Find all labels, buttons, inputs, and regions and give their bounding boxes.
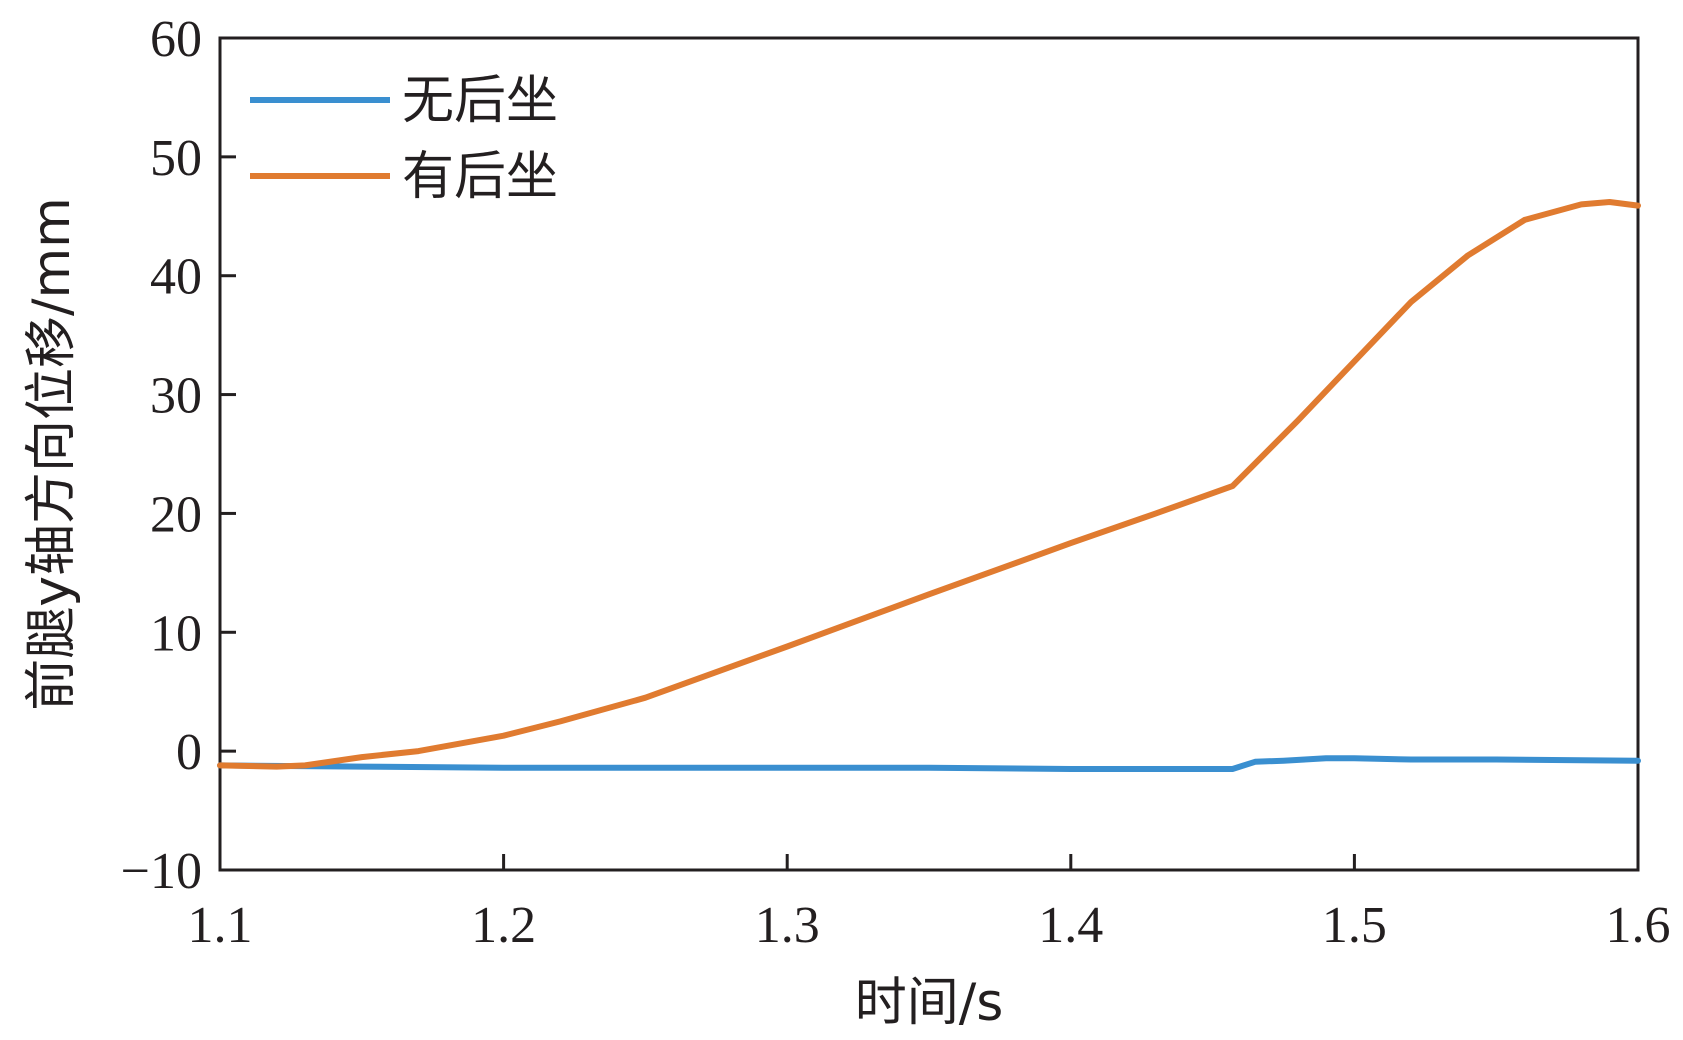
x-tick-label: 1.1 — [188, 897, 253, 954]
series-line-0 — [217, 755, 1641, 772]
y-tick-label: 50 — [150, 130, 202, 187]
y-tick-label: 20 — [150, 486, 202, 543]
plot-frame — [218, 36, 1640, 872]
x-tick-label: 1.3 — [755, 897, 820, 954]
y-axis-label: 前腿y轴方向位移/mm — [22, 197, 82, 711]
legend-label-1: 有后坐 — [402, 147, 558, 207]
y-tick-label: −10 — [121, 843, 202, 900]
legend-label-0: 无后坐 — [402, 71, 558, 131]
x-tick-label: 1.6 — [1606, 897, 1671, 954]
x-tick-label: 1.5 — [1322, 897, 1387, 954]
y-tick-label: 0 — [176, 724, 202, 781]
x-axis-label: 时间/s — [855, 973, 1004, 1033]
y-tick-label: 30 — [150, 368, 202, 425]
x-tick-label: 1.2 — [471, 897, 536, 954]
y-tick-label: 60 — [150, 11, 202, 68]
x-tick-label: 1.4 — [1038, 897, 1103, 954]
series-line-1 — [217, 199, 1641, 770]
y-tick-label: 10 — [150, 605, 202, 662]
y-tick-label: 40 — [150, 249, 202, 306]
